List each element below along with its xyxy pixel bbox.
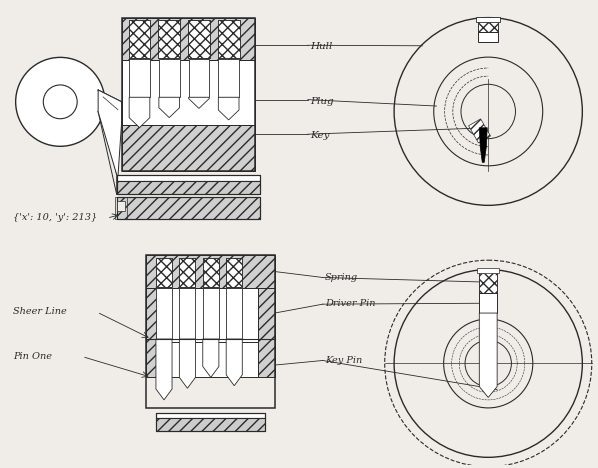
Bar [147,255,275,408]
Bar [115,197,127,219]
Polygon shape [480,313,497,397]
Polygon shape [203,339,219,377]
Bar [156,288,172,339]
Polygon shape [156,339,172,400]
Bar [129,59,150,97]
Bar [158,20,180,58]
Bar [158,20,180,58]
Bar [480,271,497,293]
Bar [478,20,498,32]
Text: Sheer Line: Sheer Line [13,307,66,316]
Bar [129,20,151,58]
Bar [117,175,260,195]
Bar [477,16,500,22]
Text: Plug: Plug [310,97,334,106]
Bar [226,258,242,287]
Text: Key: Key [310,131,329,140]
Bar [156,413,266,418]
Bar [188,20,210,58]
Bar [163,288,258,342]
Bar [478,32,498,42]
Circle shape [16,58,105,146]
Bar [258,288,275,377]
Bar [147,255,275,288]
Bar [203,258,219,287]
Polygon shape [98,90,121,195]
Bar [156,258,172,287]
Circle shape [43,85,77,119]
Bar [121,125,255,171]
Polygon shape [179,339,196,388]
Bar [117,181,260,195]
Polygon shape [226,339,242,386]
Bar [147,288,163,377]
Text: {'x': 10, 'y': 213}: {'x': 10, 'y': 213} [13,213,97,222]
Bar [179,258,196,287]
Bar [188,59,209,97]
Bar [478,20,498,32]
Bar [121,18,255,171]
Bar [188,20,210,58]
Bar [156,258,172,287]
Bar [117,197,260,219]
Bar [480,293,497,313]
Polygon shape [218,97,239,120]
Bar [203,288,219,339]
Bar [477,268,499,272]
Bar [156,418,266,431]
Polygon shape [129,97,150,128]
Bar [129,20,151,58]
Bar [218,20,240,58]
Bar [218,20,240,58]
Polygon shape [469,119,490,143]
Bar [156,413,266,431]
Text: Driver Pin: Driver Pin [325,299,376,308]
Polygon shape [188,97,209,109]
Bar [480,271,497,293]
Bar [226,258,242,287]
Bar [121,60,255,125]
Bar [117,175,260,181]
Text: Spring: Spring [325,272,358,282]
Bar [159,59,179,97]
Bar [121,18,255,60]
Bar [218,59,239,97]
Bar [226,288,242,339]
Bar [203,258,219,287]
Bar [117,201,124,211]
Bar [179,258,196,287]
Polygon shape [480,128,487,162]
Polygon shape [159,97,179,117]
Text: Key Pin: Key Pin [325,356,362,365]
Text: Hull: Hull [310,42,332,51]
Text: Pin One: Pin One [13,351,51,360]
Bar [163,342,258,377]
Bar [117,197,260,219]
Bar [179,288,196,339]
